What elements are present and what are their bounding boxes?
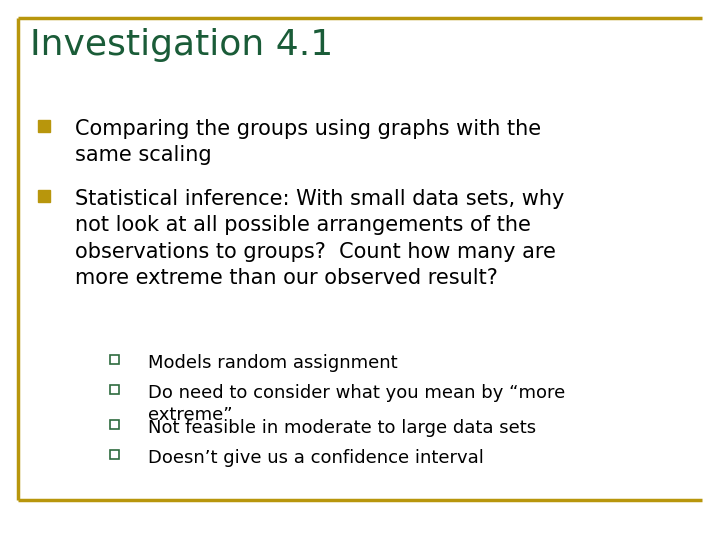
Bar [110, 420, 119, 429]
Text: Investigation 4.1: Investigation 4.1 [30, 28, 333, 62]
Text: Not feasible in moderate to large data sets: Not feasible in moderate to large data s… [148, 419, 536, 437]
Text: Models random assignment: Models random assignment [148, 354, 397, 372]
Text: Do need to consider what you mean by “more
extreme”: Do need to consider what you mean by “mo… [148, 384, 565, 424]
Bar [110, 355, 119, 364]
Bar [110, 450, 119, 459]
Text: Statistical inference: With small data sets, why
not look at all possible arrang: Statistical inference: With small data s… [75, 189, 564, 288]
Bar [38, 190, 50, 202]
Text: Doesn’t give us a confidence interval: Doesn’t give us a confidence interval [148, 449, 484, 467]
Text: Comparing the groups using graphs with the
same scaling: Comparing the groups using graphs with t… [75, 119, 541, 165]
Bar [110, 385, 119, 394]
Bar [38, 120, 50, 132]
